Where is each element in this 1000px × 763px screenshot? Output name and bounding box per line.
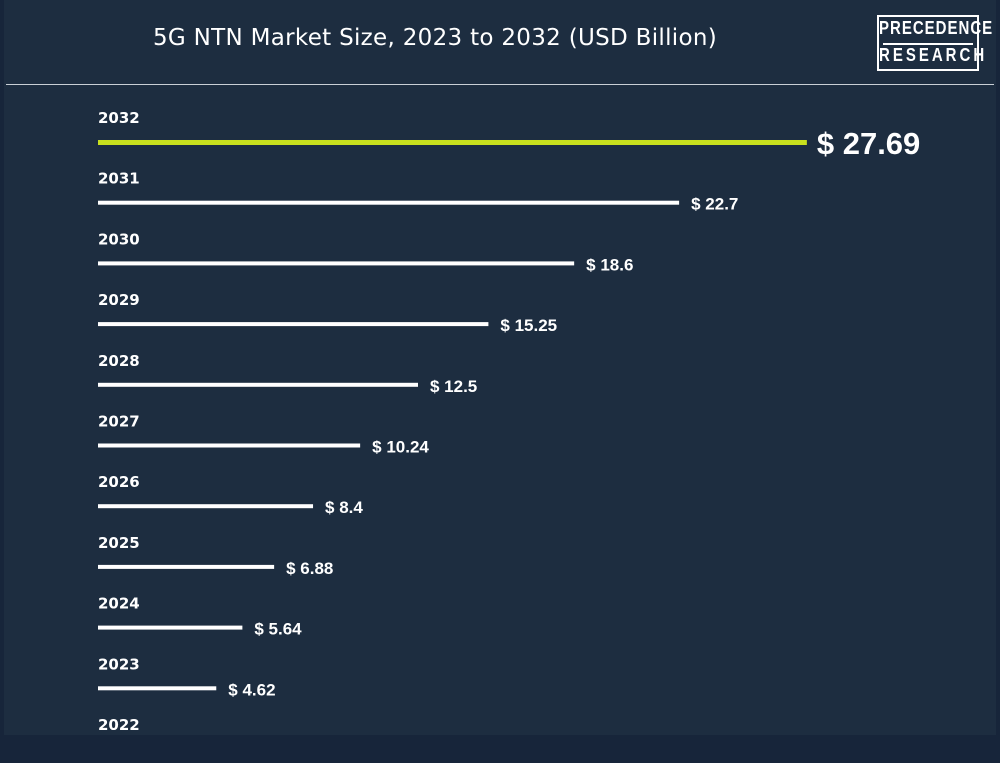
value-label: $ 8.4: [325, 498, 363, 517]
logo-line-2: RESEARCH: [879, 45, 988, 66]
bar-2030: [98, 261, 575, 266]
logo-line-1: PRECEDENCE: [879, 18, 994, 39]
category-label: 2031: [98, 170, 140, 188]
category-label: 2023: [98, 655, 140, 673]
bar-2026: [98, 504, 314, 509]
bar-2025: [98, 564, 275, 569]
value-label: $ 5.64: [254, 620, 302, 639]
header-divider: [6, 84, 994, 85]
bar-2031: [98, 200, 680, 205]
value-label: $ 4.62: [228, 680, 275, 699]
category-label: 2022: [98, 716, 140, 734]
value-label: $ 22.7: [691, 195, 738, 214]
category-label: 2025: [98, 534, 140, 552]
value-label: $ 18.6: [586, 255, 633, 274]
value-label: $ 3.79: [207, 741, 254, 760]
precedence-research-logo: PRECEDENCE RESEARCH: [877, 15, 994, 71]
value-label: $ 12.5: [430, 377, 477, 396]
bar-2029: [98, 322, 489, 327]
chart-title: 5G NTN Market Size, 2023 to 2032 (USD Bi…: [152, 25, 718, 51]
bar-2032: [98, 140, 807, 145]
category-label: 2027: [98, 413, 140, 431]
value-label: $ 6.88: [286, 559, 333, 578]
logo-divider: [883, 43, 973, 45]
category-label: 2032: [98, 109, 140, 127]
category-label: 2029: [98, 291, 140, 309]
bar-2027: [98, 443, 361, 448]
category-label: 2028: [98, 352, 140, 370]
value-label: $ 10.24: [372, 438, 429, 457]
value-label: $ 27.69: [817, 126, 920, 161]
category-label: 2024: [98, 595, 140, 613]
category-label: 2030: [98, 230, 140, 248]
bar-2023: [98, 686, 217, 691]
bar-2022: [98, 747, 196, 751]
category-label: 2026: [98, 473, 140, 491]
bar-2028: [98, 382, 418, 387]
value-label: $ 15.25: [500, 316, 557, 335]
bar-2024: [98, 625, 243, 630]
